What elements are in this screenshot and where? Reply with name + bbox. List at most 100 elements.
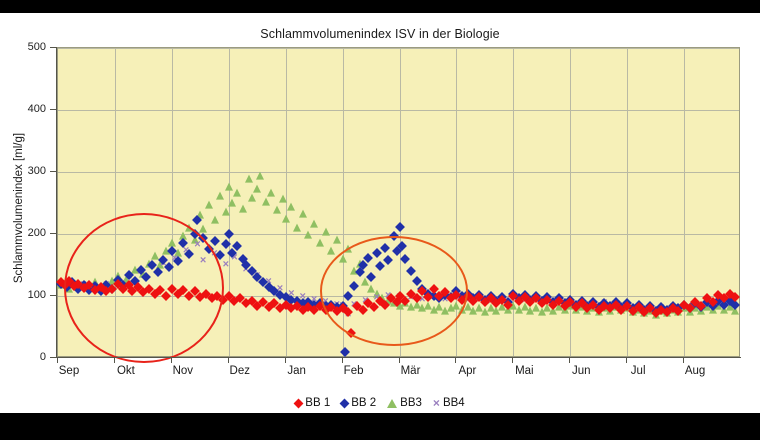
y-tick-mark (50, 47, 57, 48)
letterbox-bottom (0, 413, 760, 440)
x-axis: Sep Okt Nov Dez Jan Feb Mär Apr Mai Jun Jul Aug (57, 357, 741, 385)
letterbox-top (0, 0, 760, 13)
legend-item: BB 1 (293, 397, 331, 409)
data-point (267, 188, 276, 197)
gridline-y-500 (58, 48, 739, 49)
legend-label: BB 1 (305, 397, 331, 409)
x-tick-mark (284, 357, 286, 363)
y-tick-mark (50, 357, 57, 358)
y-tick-label: 200 (27, 227, 46, 239)
x-tick-mark (512, 357, 514, 363)
diamond-icon (293, 398, 304, 408)
data-point (537, 307, 546, 316)
legend-item: BB3 (387, 397, 422, 409)
legend-label: BB3 (400, 397, 422, 409)
x-tick-label: Aug (684, 365, 706, 377)
x-tick-mark (170, 357, 172, 363)
x-tick-label: Dez (229, 365, 250, 377)
legend-item: × BB4 (433, 397, 465, 409)
data-point (310, 219, 319, 228)
x-tick-mark (455, 357, 457, 363)
gridline-x-Nov (171, 48, 173, 356)
chart-legend: BB 1 BB 2 BB3 × BB4 (0, 397, 760, 409)
gridline-x-Feb (342, 48, 344, 356)
data-point (273, 206, 282, 215)
legend-item: BB 2 (339, 397, 377, 409)
data-point (244, 175, 253, 184)
data-point (321, 227, 330, 236)
x-tick-label: Jan (287, 365, 306, 377)
x-tick-mark (569, 357, 571, 363)
x-tick-label: Feb (343, 365, 364, 377)
data-point (554, 302, 563, 311)
gridline-y-200 (58, 234, 739, 235)
x-tick-mark (683, 357, 685, 363)
gridline-x-Aug (684, 48, 686, 356)
x-tick-mark (113, 357, 115, 363)
data-point (532, 303, 541, 312)
data-point (332, 235, 341, 244)
data-point (233, 188, 242, 197)
page-title: Schlammvolumenindex ISV in der Biologie (260, 27, 500, 41)
x-tick-label: Mai (515, 365, 534, 377)
data-point: × (276, 282, 284, 295)
x-tick-mark (398, 357, 400, 363)
data-point (480, 307, 489, 316)
y-tick-label: 500 (27, 41, 46, 53)
plot-area: ××××××××××××××××××××××××××××××××××××××××… (55, 47, 741, 363)
data-point (253, 184, 262, 193)
y-tick-label: 300 (27, 165, 46, 177)
data-point: × (264, 276, 273, 287)
data-point (475, 303, 484, 312)
data-point (725, 302, 734, 311)
legend-label: BB4 (442, 397, 465, 409)
data-point (216, 191, 225, 200)
y-tick-label: 400 (27, 103, 46, 115)
data-point (520, 302, 529, 311)
data-point (731, 306, 740, 315)
data-point (224, 182, 233, 191)
x-tick-label: Jun (571, 365, 591, 377)
data-point: × (310, 294, 319, 305)
data-point (526, 306, 535, 315)
x-tick-mark (341, 357, 343, 363)
data-point (223, 229, 234, 239)
data-point: × (231, 251, 238, 264)
gridline-x-Mär (399, 48, 401, 356)
y-tick-mark (50, 295, 57, 296)
data-point (196, 210, 205, 219)
y-tick-label: 100 (27, 289, 46, 301)
data-point (256, 171, 265, 180)
y-tick-mark (50, 233, 57, 234)
data-point (394, 221, 405, 232)
triangle-icon (387, 398, 398, 408)
gridline-x-Okt (114, 48, 116, 356)
gridline-x-Apr (456, 48, 458, 356)
data-point (543, 303, 552, 312)
x-tick-mark (626, 357, 628, 363)
data-point (261, 197, 270, 206)
data-point (298, 209, 307, 218)
data-point (204, 201, 213, 210)
highlight-ellipse-winter (320, 236, 468, 346)
data-point (293, 223, 302, 232)
data-point (515, 305, 524, 314)
data-point (221, 207, 230, 216)
x-tick-label: Mär (400, 365, 421, 377)
data-point (199, 224, 208, 233)
cross-icon: × (432, 396, 440, 410)
data-point: × (288, 287, 295, 300)
data-point (209, 236, 220, 247)
x-tick-label: Apr (458, 365, 477, 377)
gridline-x-Jun (570, 48, 572, 356)
x-tick-mark (57, 357, 58, 363)
data-point (486, 303, 495, 312)
gridline-x-Jul (627, 48, 629, 356)
y-axis: 0 100 200 300 400 500 (0, 41, 57, 363)
x-tick-label: Nov (172, 365, 194, 377)
data-point (509, 301, 518, 310)
y-tick-mark (50, 109, 57, 110)
gridline-y-400 (58, 110, 739, 111)
legend-label: BB 2 (351, 397, 377, 409)
